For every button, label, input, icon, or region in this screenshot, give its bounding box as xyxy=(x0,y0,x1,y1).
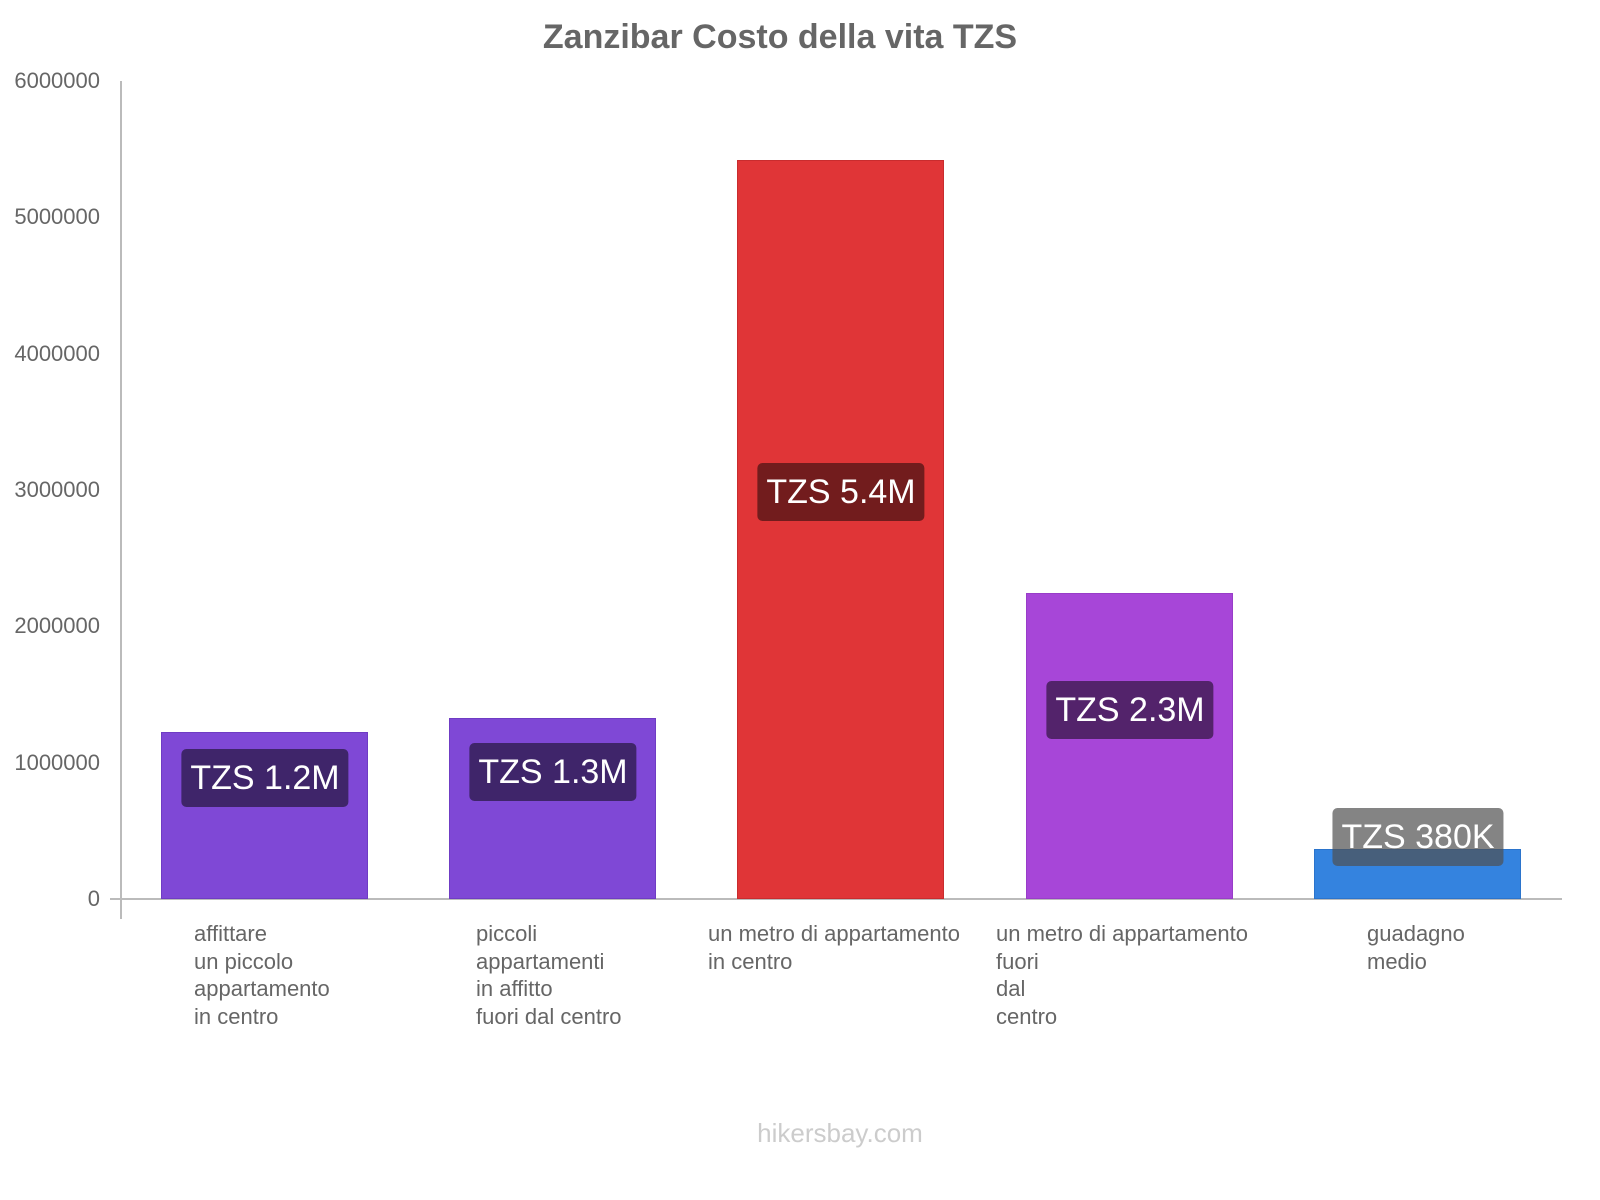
watermark: hikersbay.com xyxy=(757,1118,923,1148)
chart-title: Zanzibar Costo della vita TZS xyxy=(542,18,1018,56)
y-tick-label: 0 xyxy=(87,886,100,911)
y-tick-label: 2000000 xyxy=(14,613,100,638)
y-tick-label: 1000000 xyxy=(14,750,100,775)
y-tick-label: 5000000 xyxy=(14,204,100,229)
data-label: TZS 1.3M xyxy=(469,743,637,801)
y-axis-line xyxy=(120,81,122,919)
x-tick-label: piccoli appartamenti in affitto fuori da… xyxy=(476,921,622,1029)
data-label: TZS 380K xyxy=(1332,808,1504,866)
x-tick-label: un metro di appartamento fuori dal centr… xyxy=(996,921,1248,1029)
data-label: TZS 5.4M xyxy=(757,463,925,521)
x-tick-label: affittare un piccolo appartamento in cen… xyxy=(194,921,330,1029)
x-tick-label: guadagno medio xyxy=(1367,921,1465,974)
x-axis-line xyxy=(110,898,1562,900)
data-label: TZS 1.2M xyxy=(181,749,349,807)
y-tick-label: 3000000 xyxy=(14,477,100,502)
x-tick-label: un metro di appartamento in centro xyxy=(708,921,960,974)
data-label: TZS 2.3M xyxy=(1046,681,1214,739)
y-tick-label: 4000000 xyxy=(14,341,100,366)
bar-price-sqm-center xyxy=(737,160,944,899)
y-tick-label: 6000000 xyxy=(14,68,100,93)
bar-price-sqm-outside-center xyxy=(1026,593,1233,899)
